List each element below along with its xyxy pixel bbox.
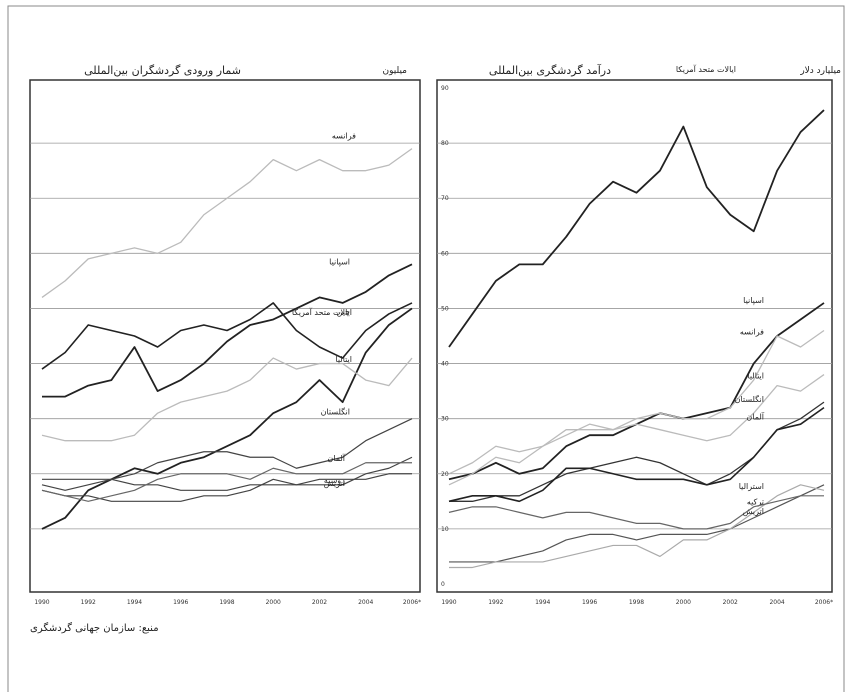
left-series-label-1: اسپانیا [329, 257, 350, 266]
right-chart-title: درآمد گردشگری بین‌المللی [488, 64, 611, 77]
left-series-line-3 [41, 307, 413, 530]
right-x-tick-label: 1992 [488, 599, 503, 606]
left-chart: 1990 1992 1994 1996 1998 2000 2002 2004 2006* فرا… [29, 79, 421, 606]
left-x-tick-label: 1990 [34, 599, 49, 606]
right-y-tick-label: 60 [441, 250, 449, 257]
right-y-tick-label: 20 [441, 471, 449, 478]
right-plot-frame [436, 79, 833, 593]
left-series-label-5: انگلستان [321, 407, 350, 417]
left-plot-frame [29, 79, 421, 593]
right-x-tick-label: 2002 [723, 599, 738, 606]
right-x-tick-label: 1998 [629, 599, 644, 606]
right-series-label-4: انگلستان [735, 394, 764, 404]
right-series-label-6: استرالیا [739, 482, 764, 491]
right-series-line-7 [449, 484, 825, 569]
right-y-tick-label: 50 [441, 305, 449, 312]
right-y-tick-label: 10 [441, 526, 449, 533]
left-series-label-6: آلمان [327, 453, 345, 463]
right-series-label-8: اتریش [743, 507, 764, 516]
right-x-tick-label: 1990 [441, 599, 456, 606]
right-chart: 0 10 20 30 40 50 60 70 80 90 1990 1992 1994 1996 1998 2… [436, 64, 833, 606]
left-x-tick-label: 2000 [266, 599, 281, 606]
left-x-tick-label: 2006* [403, 599, 421, 606]
right-x-tick-label: 2004 [769, 599, 784, 606]
outer-frame [7, 5, 845, 692]
right-series-line-0 [448, 109, 825, 348]
left-chart-title: شمار ورودی گردشگران بین‌المللی [84, 64, 241, 77]
left-series-label-2: ایالات متحد آمریکا [292, 307, 352, 317]
right-series-line-4 [449, 401, 825, 502]
right-series-line-8 [448, 495, 824, 530]
right-series-line-6 [449, 484, 825, 563]
left-x-tick-label: 1994 [127, 599, 142, 606]
left-series-line-4 [41, 357, 413, 442]
left-series-label-7: اتریش [324, 479, 345, 488]
left-x-tick-label: 2002 [312, 599, 327, 606]
left-series-line-0 [41, 148, 413, 298]
right-y-tick-label: 70 [441, 195, 449, 202]
right-series-label-0: ایالات متحد آمریکا [676, 64, 736, 74]
right-y-tick-label: 80 [441, 140, 449, 147]
right-series-line-5 [448, 406, 825, 503]
right-series-label-5: آلمان [746, 412, 764, 422]
left-series-line-6 [41, 456, 413, 502]
left-series-line-7 [42, 473, 412, 491]
left-series-label-4: ایتالیا [335, 355, 352, 364]
right-series-label-3: ایتالیا [747, 372, 764, 381]
right-y-tick-label: 0 [441, 581, 445, 588]
right-series-label-1: اسپانیا [743, 296, 764, 305]
left-series-label-0: فرانسه [332, 132, 356, 141]
right-y-tick-label: 30 [441, 416, 449, 423]
right-x-tick-label: 1996 [582, 599, 597, 606]
left-series-line-8 [41, 462, 412, 502]
right-series-line-1 [448, 302, 825, 481]
right-series-line-2 [448, 329, 825, 475]
right-x-tick-label: 2000 [676, 599, 691, 606]
left-series-label-3: چین [337, 307, 351, 316]
left-series-line-1 [42, 263, 413, 398]
left-series-label-8: روسیه [324, 476, 345, 485]
right-y-tick-label: 90 [441, 85, 449, 92]
right-y-tick-label: 40 [441, 361, 449, 368]
left-x-tick-label: 1992 [81, 599, 96, 606]
left-series-line-5 [41, 418, 413, 491]
right-series-label-2: فرانسه [740, 327, 764, 336]
right-series-line-3 [448, 374, 825, 486]
source-note: منبع: سازمان جهانی گردشگری [30, 623, 159, 634]
left-x-tick-label: 1996 [173, 599, 188, 606]
left-chart-unit: میلیون [382, 66, 408, 76]
right-chart-unit: میلیارد دلار [800, 66, 841, 76]
left-x-tick-label: 1998 [219, 599, 234, 606]
left-x-tick-label: 2004 [358, 599, 373, 606]
right-series-label-7: ترکیه [747, 497, 764, 506]
left-series-line-2 [41, 302, 413, 370]
right-x-tick-label: 2006* [815, 599, 833, 606]
right-x-tick-label: 1994 [535, 599, 550, 606]
